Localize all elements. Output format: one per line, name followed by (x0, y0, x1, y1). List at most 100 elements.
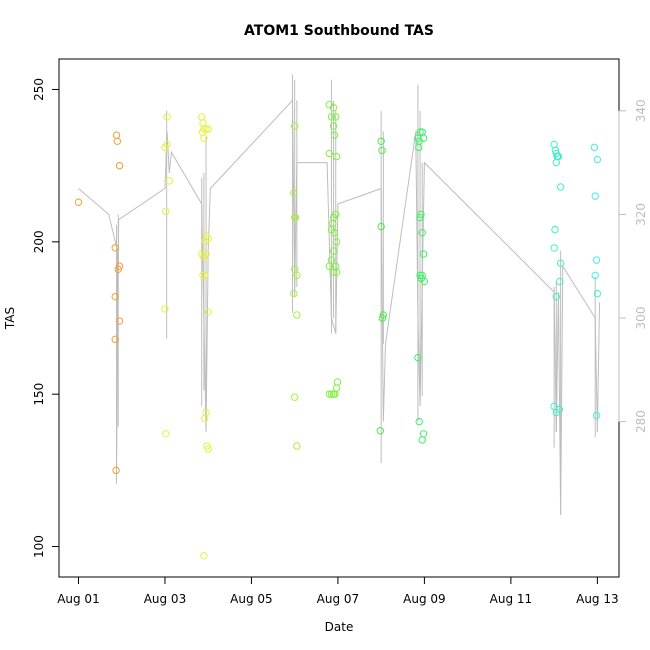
y-tick-label: 200 (32, 230, 46, 253)
data-point (329, 104, 338, 112)
data-point (163, 113, 171, 121)
data-point (161, 143, 169, 152)
data-point (111, 244, 119, 252)
x-tick-label: Aug 05 (230, 592, 273, 606)
data-point (290, 122, 299, 130)
data-point (329, 219, 337, 228)
data-point (556, 259, 565, 267)
secondary-tick-label: 320 (634, 203, 648, 226)
data-point (418, 228, 426, 237)
data-point (115, 317, 124, 325)
data-point (330, 131, 339, 139)
data-point (332, 268, 341, 276)
data-point (112, 131, 121, 139)
data-point (201, 414, 209, 423)
y-tick-label: 100 (32, 535, 46, 558)
data-point (419, 430, 428, 438)
secondary-tick-label: 300 (634, 307, 648, 330)
data-point (550, 244, 558, 252)
data-point (112, 466, 120, 475)
y-axis: 100 150 200 250 (32, 78, 59, 558)
data-point (592, 411, 601, 420)
data-point (290, 393, 299, 401)
secondary-tick-label: 340 (634, 99, 648, 122)
x-tick-label: Aug 01 (57, 592, 100, 606)
data-point (293, 442, 301, 450)
data-point (550, 140, 558, 149)
data-point (325, 262, 333, 270)
data-point (111, 335, 119, 344)
x-axis: Aug 01 Aug 03 Aug 05 Aug 07 Aug 09 Aug 11 Aug … (57, 576, 619, 606)
x-tick-label: Aug 03 (144, 592, 187, 606)
data-point (200, 551, 208, 560)
data-point (556, 183, 565, 191)
data-point (325, 149, 333, 158)
x-axis-label: Date (325, 620, 354, 634)
data-point (417, 210, 425, 219)
data-point (198, 113, 206, 121)
data-point (204, 445, 212, 453)
data-point (376, 427, 384, 435)
data-point (590, 143, 599, 152)
data-point (551, 225, 559, 234)
secondary-y-axis: 280 300 320 340 (618, 99, 648, 433)
data-point (414, 353, 422, 362)
data-point (591, 192, 599, 200)
data-point (114, 265, 122, 273)
y-tick-label: 250 (32, 78, 46, 101)
data-point (592, 256, 601, 264)
data-point (419, 250, 428, 258)
data-point (333, 378, 342, 386)
data-point (332, 152, 341, 161)
x-tick-label: Aug 11 (490, 592, 533, 606)
data-point (378, 146, 386, 155)
data-point (200, 253, 208, 261)
x-tick-label: Aug 09 (403, 592, 446, 606)
secondary-line-layer (78, 74, 601, 515)
data-point (115, 161, 124, 170)
data-point (552, 408, 560, 417)
data-point (165, 177, 173, 185)
data-point (552, 158, 560, 167)
data-point (199, 119, 207, 127)
data-point (377, 222, 385, 231)
secondary-tick-label: 280 (634, 410, 648, 433)
secondary-line (78, 99, 601, 515)
data-point (332, 384, 341, 392)
data-point (290, 189, 298, 197)
data-point (162, 207, 170, 216)
data-point (293, 271, 301, 280)
points-layer (74, 101, 602, 560)
plot-box (58, 58, 620, 578)
data-point (201, 271, 209, 280)
data-point (378, 314, 387, 322)
data-point (418, 436, 426, 444)
data-point (204, 125, 212, 133)
data-point (420, 277, 429, 286)
data-point (111, 292, 119, 301)
y-tick-label: 150 (32, 383, 46, 406)
data-point (329, 247, 338, 255)
data-point (201, 238, 209, 246)
data-point (113, 137, 122, 145)
data-point (591, 271, 599, 280)
data-point (415, 143, 423, 152)
data-point (291, 213, 300, 222)
data-point (329, 390, 338, 398)
x-tick-label: Aug 13 (576, 592, 619, 606)
data-point (379, 311, 388, 319)
data-point (415, 417, 423, 426)
data-point (74, 198, 83, 206)
data-point (332, 238, 341, 246)
data-point (290, 289, 298, 298)
data-point (293, 311, 301, 319)
data-point (162, 430, 170, 438)
data-point (556, 277, 564, 286)
data-point (329, 268, 338, 276)
x-tick-label: Aug 07 (317, 592, 360, 606)
data-point (593, 289, 602, 298)
data-point (416, 213, 424, 222)
data-point (200, 134, 208, 142)
y-axis-label: TAS (3, 307, 17, 330)
